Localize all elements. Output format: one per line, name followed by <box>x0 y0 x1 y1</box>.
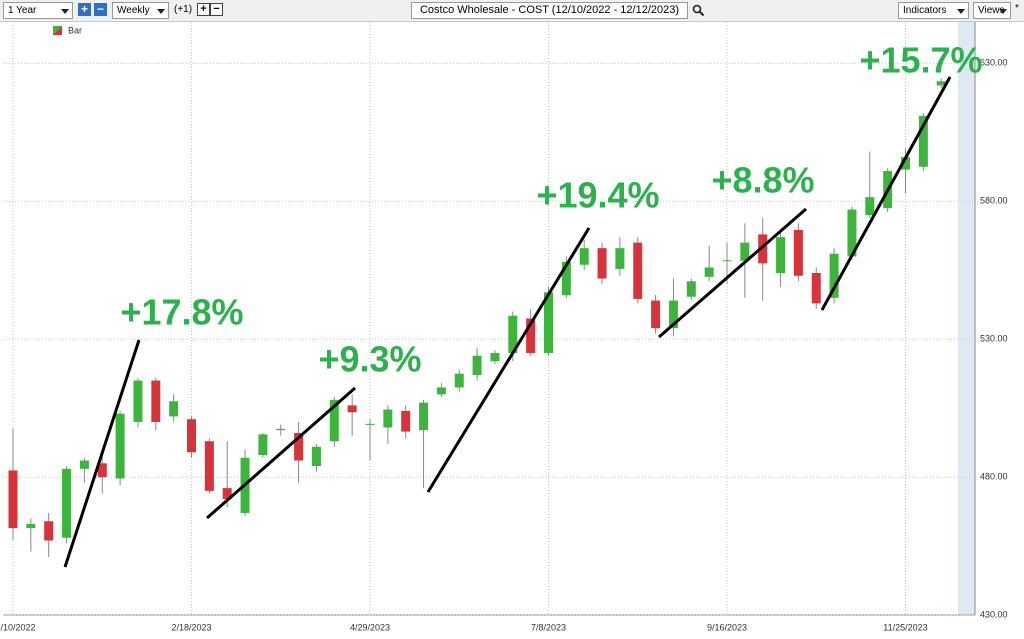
candle-body <box>204 441 214 491</box>
annotation: +8.8% <box>711 160 814 201</box>
candle-body <box>401 410 411 432</box>
chart: Bar 430.00 480.00 530.00 580.00 630.00 12/10/… <box>0 22 1008 632</box>
toolbar: 1 Year + − Weekly (+1) + − Costco Wholes… <box>0 0 1024 22</box>
candle-body <box>490 352 500 362</box>
candle-body <box>793 229 803 276</box>
candle-body <box>97 463 107 478</box>
candle-body <box>383 409 393 428</box>
candle-body <box>901 157 910 170</box>
search-icon[interactable] <box>692 4 705 17</box>
y-tick-label: 480.00 <box>980 471 1008 481</box>
trend-line <box>426 227 591 493</box>
candle-body <box>276 428 286 431</box>
candle-body <box>651 300 661 329</box>
highlight-band <box>958 22 975 615</box>
x-tick-label: 9/16/2023 <box>707 622 747 632</box>
candle-body <box>847 209 857 257</box>
candle-body <box>222 488 232 500</box>
candle-body <box>115 413 125 479</box>
annotation: +19.4% <box>536 175 659 216</box>
trend-line <box>820 76 952 311</box>
offset: (+1) <box>174 4 193 15</box>
candle-body <box>936 81 946 86</box>
views-select[interactable]: Views <box>973 2 1011 19</box>
offset-plus[interactable]: + <box>197 3 210 16</box>
x-tick-label: 2/18/2023 <box>171 622 211 632</box>
y-tick-label: 530.00 <box>980 334 1008 344</box>
candle-body <box>829 253 839 298</box>
candle-body <box>44 521 54 541</box>
candle-body <box>454 373 464 388</box>
indicators-select[interactable]: Indicators <box>898 2 969 19</box>
candle-body <box>26 523 36 529</box>
candle-body <box>776 237 786 273</box>
symbol-box[interactable]: Costco Wholesale - COST (12/10/2022 - 12… <box>411 2 688 19</box>
candle-body <box>419 402 429 431</box>
candle-body <box>615 248 625 269</box>
candle-body <box>633 242 643 299</box>
candle-body <box>8 470 18 529</box>
candle-body <box>187 419 196 453</box>
candle-body <box>597 248 607 279</box>
candle-body <box>544 292 553 353</box>
candle-body <box>169 401 179 417</box>
candle-body <box>526 318 536 353</box>
x-tick-label: 7/8/2023 <box>531 622 566 632</box>
candle-body <box>347 405 357 413</box>
favorite[interactable]: * <box>1015 3 1019 14</box>
annotation: +15.7% <box>859 40 982 81</box>
period-select[interactable]: 1 Year <box>3 2 73 19</box>
candle-body <box>811 272 821 304</box>
candle-body <box>311 446 321 467</box>
candle-body <box>918 115 928 167</box>
candle-body <box>329 399 339 442</box>
candle-body <box>704 267 714 277</box>
offset-minus[interactable]: − <box>210 3 223 16</box>
candle-body <box>133 380 143 422</box>
candle-body <box>865 197 875 216</box>
annotation: +17.8% <box>120 292 243 333</box>
zoom-out[interactable]: − <box>94 3 107 16</box>
trend-line <box>63 339 141 568</box>
candle-body <box>579 248 589 265</box>
candle-body <box>151 380 161 422</box>
trend-lines <box>63 76 952 568</box>
y-tick-label: 430.00 <box>980 609 1008 619</box>
candle-body <box>365 423 375 425</box>
candle-body <box>62 468 72 538</box>
y-tick-label: 630.00 <box>980 58 1008 68</box>
candle-body <box>79 460 89 469</box>
candle-body <box>258 434 268 456</box>
candle-body <box>294 432 304 461</box>
legend-label: Bar <box>68 25 82 35</box>
candle-body <box>686 281 696 297</box>
trend-line <box>658 207 807 339</box>
candle-body <box>740 242 750 261</box>
x-tick-label: 11/25/2023 <box>883 622 927 632</box>
x-tick-label: 12/10/2022 <box>0 622 36 632</box>
candle-body <box>436 387 446 395</box>
candle-body <box>758 234 768 264</box>
zoom-in[interactable]: + <box>78 3 91 16</box>
y-tick-label: 580.00 <box>980 196 1008 206</box>
candle-body <box>561 261 571 296</box>
candle-body <box>722 260 732 262</box>
legend-icon-down <box>53 26 62 35</box>
x-tick-label: 4/29/2023 <box>350 622 390 632</box>
candle-body <box>472 355 482 376</box>
candle-body <box>668 300 678 329</box>
interval-select[interactable]: Weekly <box>112 2 169 19</box>
candle-body <box>508 315 518 353</box>
annotation: +9.3% <box>318 339 421 380</box>
trend-line <box>206 386 356 520</box>
